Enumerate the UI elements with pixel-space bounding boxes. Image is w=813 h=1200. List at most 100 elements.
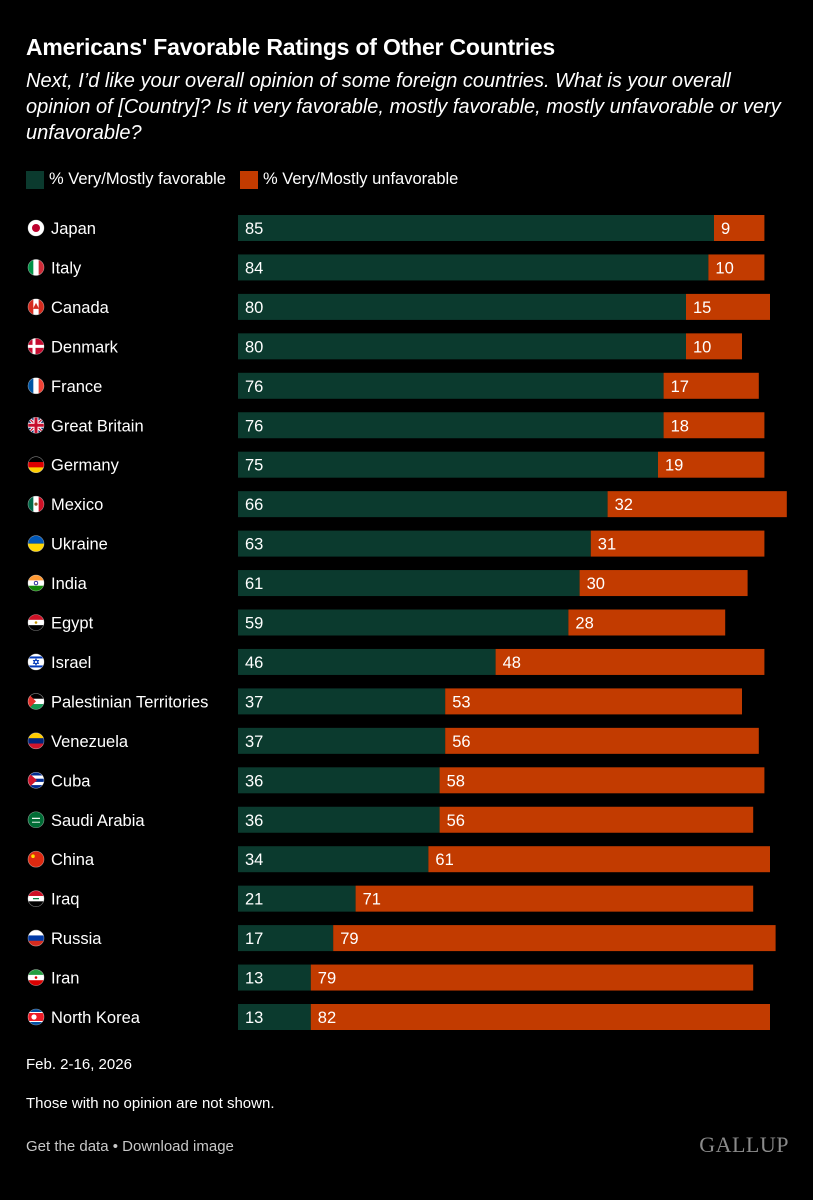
category-label: Iraq bbox=[51, 891, 79, 909]
legend-swatch-unfavorable bbox=[240, 170, 258, 189]
bar-favorable bbox=[238, 491, 608, 518]
palestine-flag-icon bbox=[27, 693, 45, 710]
legend-swatch-favorable bbox=[26, 170, 44, 189]
bar-favorable bbox=[238, 530, 591, 557]
value-label-favorable: 66 bbox=[245, 496, 263, 514]
value-label-favorable: 21 bbox=[245, 891, 263, 909]
value-label-favorable: 76 bbox=[245, 378, 263, 396]
category-label: Russia bbox=[51, 930, 102, 948]
value-label-unfavorable: 58 bbox=[447, 772, 465, 790]
chart-row: Egypt 59 28 bbox=[27, 609, 726, 636]
value-label-unfavorable: 18 bbox=[671, 417, 689, 435]
value-label-unfavorable: 15 bbox=[693, 299, 711, 317]
chart-row: Iraq 21 71 bbox=[27, 885, 754, 912]
legend-label-favorable: % Very/Mostly favorable bbox=[49, 170, 226, 188]
bar-favorable bbox=[238, 925, 334, 952]
value-label-favorable: 63 bbox=[245, 536, 263, 554]
value-label-unfavorable: 10 bbox=[693, 338, 711, 356]
category-label: Germany bbox=[51, 457, 120, 475]
category-label: India bbox=[51, 575, 88, 593]
ukraine-flag-icon bbox=[27, 535, 45, 552]
value-label-favorable: 36 bbox=[245, 772, 263, 790]
bar-favorable bbox=[238, 727, 446, 754]
bar-favorable bbox=[238, 451, 658, 478]
legend-item-unfavorable: % Very/Mostly unfavorable bbox=[240, 170, 458, 189]
chart-row: Saudi Arabia 36 56 bbox=[27, 806, 754, 833]
bar-favorable bbox=[238, 846, 429, 873]
chart-title: Americans' Favorable Ratings of Other Co… bbox=[26, 34, 556, 60]
value-label-favorable: 76 bbox=[245, 417, 263, 435]
download-image-link[interactable]: Download image bbox=[122, 1138, 234, 1155]
bar-unfavorable bbox=[663, 372, 759, 399]
category-label: Italy bbox=[51, 259, 82, 277]
japan-flag-icon bbox=[27, 219, 45, 237]
chart-row: Japan 85 9 bbox=[27, 215, 765, 241]
value-label-unfavorable: 28 bbox=[575, 615, 593, 633]
category-label: Mexico bbox=[51, 496, 103, 514]
value-label-unfavorable: 10 bbox=[715, 259, 733, 277]
bar-favorable bbox=[238, 885, 356, 912]
bar-favorable bbox=[238, 254, 709, 281]
bar-favorable bbox=[238, 1004, 311, 1030]
bar-unfavorable bbox=[439, 806, 754, 833]
chart-row: Great Britain 76 18 bbox=[27, 412, 765, 439]
category-label: Cuba bbox=[51, 772, 91, 790]
chart-row: Canada 80 15 bbox=[27, 293, 770, 320]
bar-favorable bbox=[238, 806, 440, 833]
bar-chart: Japan 85 9 Italy 84 10 Canada 80 15 Denmark 80 10 Fr… bbox=[27, 215, 787, 1030]
value-label-unfavorable: 19 bbox=[665, 457, 683, 475]
get-data-link[interactable]: Get the data bbox=[26, 1138, 109, 1155]
category-label: Venezuela bbox=[51, 733, 129, 751]
value-label-favorable: 13 bbox=[245, 1009, 263, 1027]
cuba-flag-icon bbox=[27, 771, 45, 789]
legend: % Very/Mostly favorable % Very/Mostly un… bbox=[26, 170, 472, 189]
bar-favorable bbox=[238, 215, 714, 241]
chart-row: China 34 61 bbox=[27, 846, 770, 873]
china-flag-icon bbox=[27, 850, 45, 868]
value-label-favorable: 37 bbox=[245, 733, 263, 751]
value-label-favorable: 84 bbox=[245, 259, 263, 277]
value-label-favorable: 17 bbox=[245, 930, 263, 948]
category-label: Egypt bbox=[51, 615, 94, 633]
category-label: Japan bbox=[51, 220, 96, 238]
value-label-unfavorable: 79 bbox=[318, 970, 336, 988]
bar-unfavorable bbox=[439, 767, 765, 794]
value-label-unfavorable: 48 bbox=[503, 654, 521, 672]
value-label-unfavorable: 32 bbox=[615, 496, 633, 514]
value-label-unfavorable: 82 bbox=[318, 1009, 336, 1027]
value-label-unfavorable: 31 bbox=[598, 536, 616, 554]
bar-unfavorable bbox=[495, 648, 765, 675]
value-label-unfavorable: 56 bbox=[452, 733, 470, 751]
survey-date: Feb. 2-16, 2026 bbox=[26, 1056, 132, 1073]
israel-flag-icon bbox=[27, 653, 45, 671]
chart-row: Ukraine 63 31 bbox=[27, 530, 765, 557]
value-label-favorable: 80 bbox=[245, 299, 263, 317]
mexico-flag-icon bbox=[27, 495, 45, 513]
bar-unfavorable bbox=[445, 688, 742, 715]
legend-item-favorable: % Very/Mostly favorable bbox=[26, 170, 226, 189]
gallup-logo: GALLUP bbox=[699, 1132, 789, 1157]
bar-unfavorable bbox=[579, 570, 748, 597]
category-label: Denmark bbox=[51, 338, 119, 356]
value-label-favorable: 85 bbox=[245, 220, 263, 238]
bar-unfavorable bbox=[333, 925, 776, 952]
russia-flag-icon bbox=[27, 929, 45, 947]
chart-row: Denmark 80 10 bbox=[27, 333, 742, 360]
bar-favorable bbox=[238, 372, 664, 399]
value-label-unfavorable: 9 bbox=[721, 220, 730, 238]
value-label-favorable: 34 bbox=[245, 851, 263, 869]
chart-row: Venezuela 37 56 bbox=[27, 727, 759, 754]
bar-favorable bbox=[238, 609, 569, 636]
bar-favorable bbox=[238, 964, 311, 991]
category-label: Israel bbox=[51, 654, 91, 672]
value-label-favorable: 36 bbox=[245, 812, 263, 830]
bar-favorable bbox=[238, 333, 686, 360]
value-label-favorable: 75 bbox=[245, 457, 263, 475]
chart-row: North Korea 13 82 bbox=[27, 1004, 770, 1030]
chart-row: Palestinian Territories 37 53 bbox=[27, 688, 742, 715]
category-label: Great Britain bbox=[51, 417, 144, 435]
value-label-favorable: 46 bbox=[245, 654, 263, 672]
bar-unfavorable bbox=[445, 727, 759, 754]
value-label-favorable: 13 bbox=[245, 970, 263, 988]
chart-row: Italy 84 10 bbox=[27, 254, 765, 281]
